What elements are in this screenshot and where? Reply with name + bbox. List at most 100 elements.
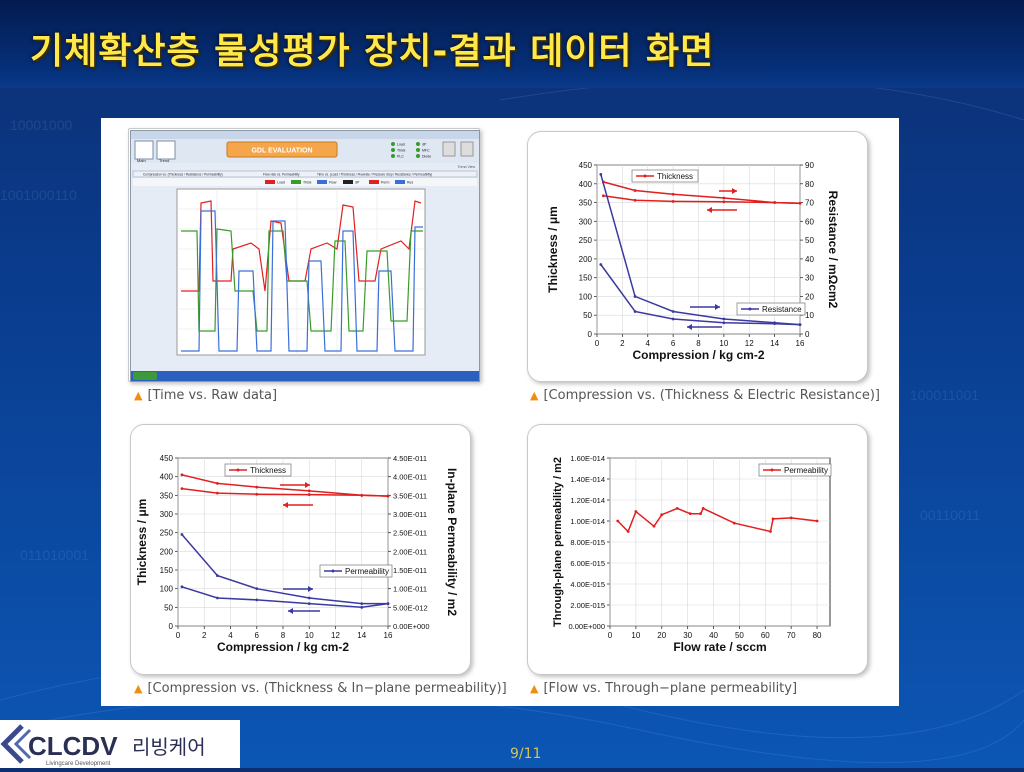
chart-thickness-permeability: 0 50 100 150 200 250 300 350 400 450 0 2 4 6 8 10 12 14 16… — [135, 454, 459, 654]
legend-label: Resistance — [762, 305, 802, 314]
data-point — [599, 263, 603, 266]
legend-marker — [770, 468, 774, 472]
exit-icon[interactable] — [460, 141, 474, 157]
y-tick-label: 0 — [588, 330, 593, 339]
caption-triangle-icon: ▲ — [530, 389, 539, 402]
data-point — [634, 510, 638, 513]
quit-icon[interactable] — [442, 141, 456, 157]
data-point — [307, 602, 311, 605]
y2-tick-label: 4.50E-011 — [393, 454, 427, 463]
legend-marker — [236, 468, 240, 472]
x-tick-label: 10 — [305, 631, 314, 640]
tab-time[interactable]: Time vs. (Load / Thickness / Flowrate / … — [317, 173, 432, 177]
y2-axis-label: In-plane Permeability / m2 — [445, 468, 459, 616]
data-point — [360, 602, 364, 605]
tab-strip — [132, 170, 478, 178]
data-point — [386, 494, 390, 498]
x-tick-label: 80 — [813, 631, 822, 640]
y-tick-label: 200 — [160, 547, 174, 556]
taskbar — [131, 371, 479, 381]
data-point — [722, 200, 726, 204]
x-axis-label: Compression / kg cm-2 — [217, 640, 349, 654]
data-point — [215, 574, 219, 577]
y2-axis-label: Resistance / mΩcm2 — [826, 191, 840, 309]
data-point — [671, 317, 675, 321]
y-tick-label: 150 — [160, 566, 174, 575]
y-tick-label: 350 — [579, 199, 593, 208]
raw-blue-line — [181, 210, 423, 352]
y-tick-label: 300 — [160, 510, 174, 519]
window-titlebar — [131, 131, 479, 139]
y-tick-label: 1.00E-014 — [570, 517, 605, 526]
legend-box — [758, 463, 832, 477]
data-point — [798, 201, 802, 205]
y-tick-label: 450 — [160, 454, 174, 463]
svg-text:011010001: 011010001 — [20, 547, 89, 563]
series-line — [617, 507, 818, 533]
data-point — [722, 196, 726, 200]
x-tick-label: 2 — [620, 339, 625, 348]
data-point — [360, 493, 364, 497]
y-tick-label: 300 — [579, 217, 593, 226]
y-tick-label: 250 — [160, 529, 174, 538]
data-point — [180, 533, 184, 536]
data-point — [633, 310, 637, 313]
direction-arrow-head — [687, 324, 692, 330]
tab-flowrate[interactable]: Flow rate vs. Permeability — [263, 173, 300, 177]
y2-tick-label: 40 — [805, 255, 814, 264]
x-tick-label: 12 — [331, 631, 340, 640]
legend-box — [736, 302, 806, 316]
data-point — [688, 512, 692, 516]
caption-thickness-permeability: ▲ [Compression vs. (Thickness & In−plane … — [134, 681, 507, 696]
data-point — [626, 530, 630, 533]
x-tick-label: 50 — [735, 631, 744, 640]
data-point — [255, 587, 259, 591]
y-axis-label: Through-plane permeability / m2 — [552, 457, 564, 627]
y-axis-label: Thickness / μm — [546, 206, 560, 293]
data-point — [307, 596, 311, 600]
main-button-icon[interactable] — [134, 140, 154, 160]
svg-text:Load: Load — [397, 143, 405, 147]
data-point — [798, 323, 802, 327]
data-point — [255, 492, 259, 496]
logo-subtitle: Livingcare Development — [46, 761, 111, 767]
x-tick-label: 14 — [357, 631, 366, 640]
legend-label: Thickness — [250, 466, 286, 475]
y-tick-label: 0.00E+000 — [569, 622, 606, 631]
y-tick-label: 1.20E-014 — [570, 496, 605, 505]
app-title-box — [226, 141, 338, 158]
y-tick-label: 400 — [579, 180, 593, 189]
y-tick-label: 1.60E-014 — [570, 454, 605, 463]
raw-green-line — [181, 228, 423, 332]
y2-tick-label: 1.50E-011 — [393, 566, 427, 575]
series-line — [600, 174, 801, 326]
start-button[interactable] — [133, 372, 157, 380]
data-point — [180, 473, 184, 477]
x-tick-label: 0 — [176, 631, 181, 640]
svg-text:10001000: 10001000 — [10, 117, 73, 133]
svg-text:MFC: MFC — [422, 149, 430, 153]
svg-text:Diode: Diode — [422, 155, 431, 159]
x-tick-label: 4 — [646, 339, 651, 348]
y-tick-label: 100 — [579, 292, 593, 301]
series-line — [181, 534, 388, 605]
legend-label: Thickness — [657, 172, 693, 181]
y2-tick-label: 4.00E-011 — [393, 473, 427, 482]
data-point — [633, 198, 637, 202]
legend-marker — [643, 174, 647, 178]
y2-tick-label: 5.00E-012 — [393, 603, 428, 612]
title-band — [0, 0, 1024, 88]
data-point — [699, 512, 702, 516]
x-tick-label: 2 — [202, 631, 207, 640]
x-tick-label: 10 — [719, 339, 728, 348]
direction-arrow-head — [305, 482, 310, 488]
trend-button-icon[interactable] — [156, 140, 176, 160]
data-point — [307, 493, 311, 496]
direction-arrow-head — [707, 207, 712, 213]
caption-text: [Compression vs. (Thickness & In−plane p… — [147, 681, 507, 696]
data-point — [180, 487, 184, 491]
x-axis-label: Flow rate / sccm — [673, 640, 766, 654]
svg-text:Thick: Thick — [303, 181, 312, 185]
tab-compression[interactable]: Compression vs. (Thickness / Resistance … — [143, 173, 223, 177]
